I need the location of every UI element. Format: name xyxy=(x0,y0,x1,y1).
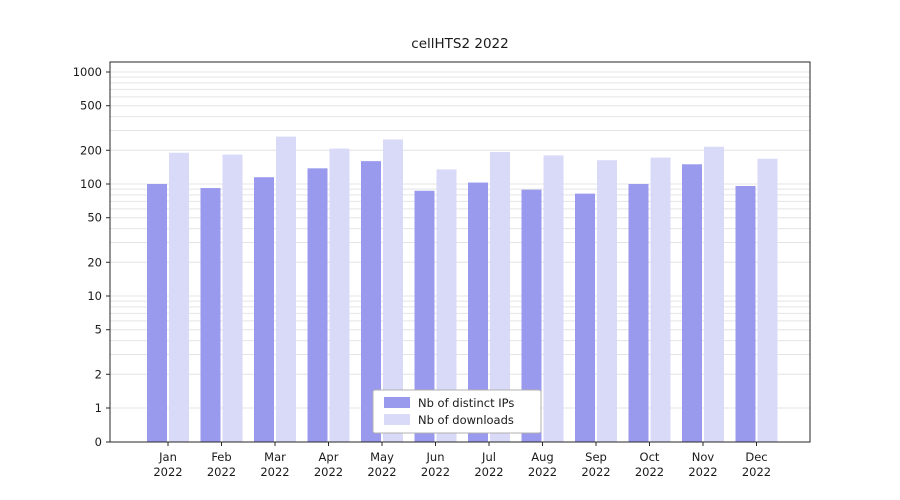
bar-distinct-ips xyxy=(307,168,328,442)
y-tick-label: 100 xyxy=(80,177,102,191)
y-tick-label: 5 xyxy=(95,323,102,337)
bar-downloads xyxy=(436,169,457,442)
x-tick-label-month: Aug xyxy=(531,450,553,464)
x-tick-label-month: Jan xyxy=(158,450,177,464)
y-tick-label: 0 xyxy=(95,435,102,449)
legend-label: Nb of downloads xyxy=(418,413,514,427)
x-tick-label-year: 2022 xyxy=(474,465,503,479)
x-tick-label-year: 2022 xyxy=(153,465,182,479)
bar-distinct-ips xyxy=(575,193,595,442)
x-tick-label-year: 2022 xyxy=(260,465,289,479)
x-tick-label-month: Apr xyxy=(319,450,339,464)
x-tick-label-month: Nov xyxy=(692,450,715,464)
bar-distinct-ips xyxy=(414,190,435,442)
bar-distinct-ips xyxy=(200,188,221,442)
x-tick-label-year: 2022 xyxy=(528,465,557,479)
x-tick-label-year: 2022 xyxy=(207,465,236,479)
y-tick-label: 1000 xyxy=(73,65,102,79)
x-tick-label-month: Mar xyxy=(264,450,286,464)
y-tick-label: 50 xyxy=(87,211,102,225)
bar-downloads xyxy=(757,158,778,442)
legend-swatch xyxy=(384,414,410,425)
bar-downloads xyxy=(169,152,189,442)
plot-frame xyxy=(109,61,811,443)
y-tick-label: 200 xyxy=(80,143,102,157)
bar-downloads xyxy=(704,146,724,442)
bar-distinct-ips xyxy=(521,189,542,442)
x-tick-label-year: 2022 xyxy=(421,465,450,479)
x-tick-label-year: 2022 xyxy=(367,465,396,479)
bar-distinct-ips xyxy=(682,164,702,443)
bar-downloads xyxy=(383,139,403,442)
x-tick-label-year: 2022 xyxy=(742,465,771,479)
x-tick-label-month: Oct xyxy=(640,450,660,464)
bar-downloads xyxy=(276,136,296,442)
bar-downloads xyxy=(490,152,510,442)
x-tick-label-month: Feb xyxy=(211,450,231,464)
bar-downloads xyxy=(597,160,617,442)
y-tick-label: 500 xyxy=(80,99,102,113)
y-tick-label: 10 xyxy=(87,289,102,303)
x-tick-label-month: Jun xyxy=(426,450,445,464)
legend-box xyxy=(372,389,542,434)
bar-downloads xyxy=(329,148,350,442)
bar-downloads xyxy=(543,155,564,442)
bar-distinct-ips xyxy=(735,185,756,442)
y-tick-label: 20 xyxy=(87,255,102,269)
bar-distinct-ips xyxy=(468,182,488,442)
x-tick-label-year: 2022 xyxy=(688,465,717,479)
legend-label: Nb of distinct IPs xyxy=(418,396,514,410)
bar-distinct-ips xyxy=(361,161,381,443)
bar-downloads xyxy=(222,154,243,443)
chart-title: cellHTS2 2022 xyxy=(411,36,509,52)
y-tick-label: 2 xyxy=(95,367,102,381)
bar-distinct-ips xyxy=(628,184,649,442)
y-tick-label: 1 xyxy=(95,401,102,415)
x-tick-label-year: 2022 xyxy=(314,465,343,479)
x-tick-label-month: Sep xyxy=(585,450,607,464)
x-tick-label-month: Jul xyxy=(481,450,496,464)
bar-distinct-ips xyxy=(147,184,167,442)
x-tick-label-month: Dec xyxy=(745,450,767,464)
legend-swatch xyxy=(384,397,410,408)
x-tick-label-year: 2022 xyxy=(581,465,610,479)
bar-distinct-ips xyxy=(254,177,274,442)
x-tick-label-month: May xyxy=(370,450,394,464)
bar-downloads xyxy=(650,157,671,442)
x-tick-label-year: 2022 xyxy=(635,465,664,479)
